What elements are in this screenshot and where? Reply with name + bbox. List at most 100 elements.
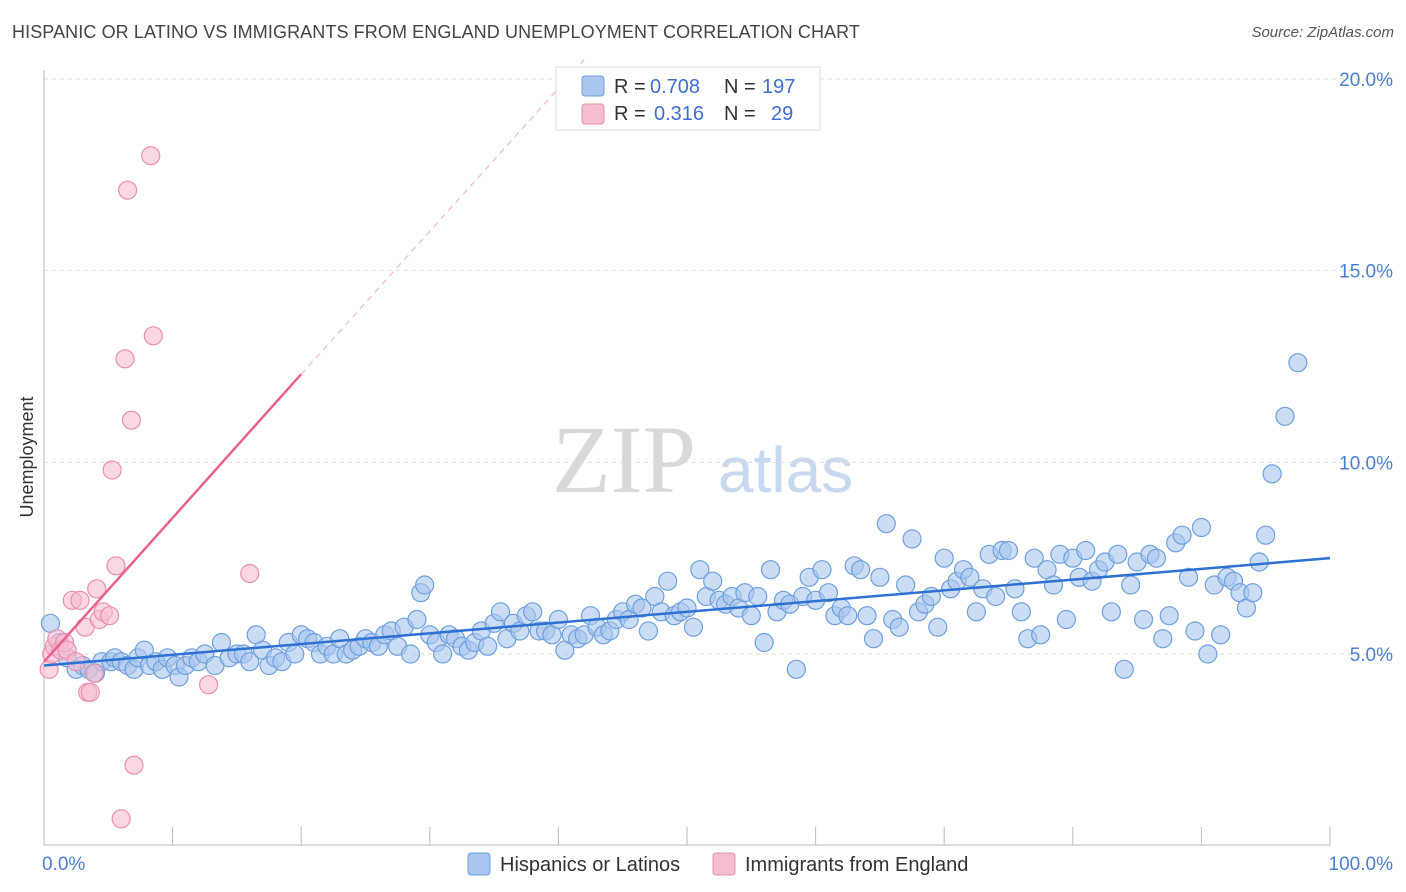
trend-line-hispanics (43, 556, 1331, 667)
data-point-hispanics (838, 606, 858, 626)
data-point-hispanics (1056, 609, 1076, 630)
x-tick-label-min: 0.0% (42, 854, 85, 875)
data-point-hispanics (1185, 621, 1205, 641)
data-point-england (115, 349, 135, 369)
data-point-hispanics (1191, 517, 1212, 538)
data-point-england (102, 460, 122, 480)
data-point-england (240, 563, 260, 584)
data-point-hispanics (548, 609, 569, 630)
data-point-hispanics (748, 586, 768, 607)
y-tick-label: 15.0% (1339, 262, 1393, 283)
data-point-hispanics (857, 606, 877, 626)
data-point-hispanics (1024, 548, 1044, 568)
source-note: Source: ZipAtlas.com (1251, 24, 1394, 41)
data-point-hispanics (889, 617, 909, 637)
data-point-hispanics (1011, 602, 1031, 622)
data-point-england (141, 146, 161, 166)
data-point-hispanics (1275, 406, 1295, 426)
data-point-england (124, 755, 144, 775)
data-point-hispanics (490, 602, 511, 622)
data-point-england (199, 675, 219, 695)
data-point-hispanics (407, 609, 427, 630)
data-point-hispanics (902, 529, 922, 549)
series-legend: Hispanics or Latinos Immigrants from Eng… (467, 852, 968, 876)
data-point-hispanics (1121, 575, 1141, 595)
data-point-hispanics (638, 621, 659, 641)
watermark-zip: ZIP (552, 406, 696, 513)
legend-swatch-blue (581, 75, 605, 97)
data-point-hispanics (754, 632, 774, 653)
data-point-hispanics (786, 659, 806, 679)
data-point-hispanics (760, 560, 781, 580)
data-point-hispanics (523, 602, 543, 622)
data-point-hispanics (433, 644, 453, 664)
legend-n-label-2: N = (724, 103, 756, 125)
trend-lines (43, 59, 1331, 667)
data-point-england (106, 556, 126, 576)
trend-line-england (43, 373, 303, 663)
x-tick-label-max: 100.0% (1329, 854, 1394, 875)
data-point-hispanics (285, 644, 305, 664)
data-point-hispanics (677, 598, 697, 618)
legend-r-value-2: 0.316 (654, 103, 704, 125)
data-point-hispanics (1198, 644, 1218, 664)
data-point-england (84, 663, 104, 683)
data-point-hispanics (1108, 544, 1128, 564)
data-point-hispanics (1178, 567, 1199, 587)
data-point-hispanics (960, 567, 980, 587)
data-point-hispanics (632, 598, 652, 618)
data-point-hispanics (818, 583, 839, 603)
legend-r-label-2: R = (614, 103, 646, 125)
data-point-hispanics (896, 575, 916, 595)
data-point-hispanics (415, 575, 435, 595)
data-point-hispanics (966, 602, 986, 622)
data-point-hispanics (1288, 353, 1308, 373)
data-point-hispanics (1211, 625, 1231, 645)
data-point-england (121, 410, 142, 430)
legend-n-value-1: 197 (762, 76, 795, 98)
data-point-hispanics (683, 617, 704, 637)
data-point-hispanics (1031, 625, 1051, 645)
data-point-hispanics (870, 567, 890, 587)
legend-r-label-1: R = (614, 76, 646, 98)
trend-extension-england (300, 59, 585, 375)
legend-swatch-hispanics (467, 852, 491, 876)
data-point-england (70, 590, 90, 610)
data-point-hispanics (863, 629, 884, 649)
data-point-hispanics (876, 514, 896, 534)
data-point-hispanics (1243, 583, 1263, 603)
data-point-hispanics (1153, 629, 1173, 649)
data-point-hispanics (658, 571, 678, 591)
legend-r-value-1: 0.708 (650, 76, 700, 98)
y-axis-label: Unemployment (17, 396, 37, 517)
data-point-hispanics (851, 560, 871, 580)
data-point-hispanics (934, 548, 954, 568)
series-england-points (39, 146, 260, 829)
data-point-hispanics (1101, 602, 1121, 622)
legend-label-england: Immigrants from England (745, 854, 968, 876)
data-point-hispanics (812, 560, 832, 580)
y-tick-label: 20.0% (1339, 70, 1393, 91)
data-point-hispanics (998, 540, 1019, 561)
data-point-hispanics (1005, 579, 1025, 599)
data-point-hispanics (400, 644, 421, 664)
legend-n-value-2: 29 (771, 103, 793, 125)
y-tick-label: 5.0% (1350, 645, 1393, 666)
chart-title: HISPANIC OR LATINO VS IMMIGRANTS FROM EN… (12, 22, 861, 42)
data-point-england (117, 180, 138, 200)
legend-n-label-1: N = (724, 76, 756, 98)
data-point-hispanics (1076, 540, 1096, 561)
data-point-hispanics (986, 586, 1006, 607)
x-axis-ticks (43, 827, 1331, 845)
data-point-hispanics (1256, 525, 1276, 545)
data-point-hispanics (928, 617, 948, 637)
data-point-hispanics (1114, 659, 1134, 679)
data-point-england (111, 809, 131, 829)
data-point-england (143, 326, 163, 346)
data-point-england (80, 682, 100, 702)
data-point-hispanics (690, 560, 710, 580)
series-hispanics-points (40, 353, 1308, 687)
legend-label-hispanics: Hispanics or Latinos (500, 854, 680, 876)
data-point-england (99, 606, 120, 626)
